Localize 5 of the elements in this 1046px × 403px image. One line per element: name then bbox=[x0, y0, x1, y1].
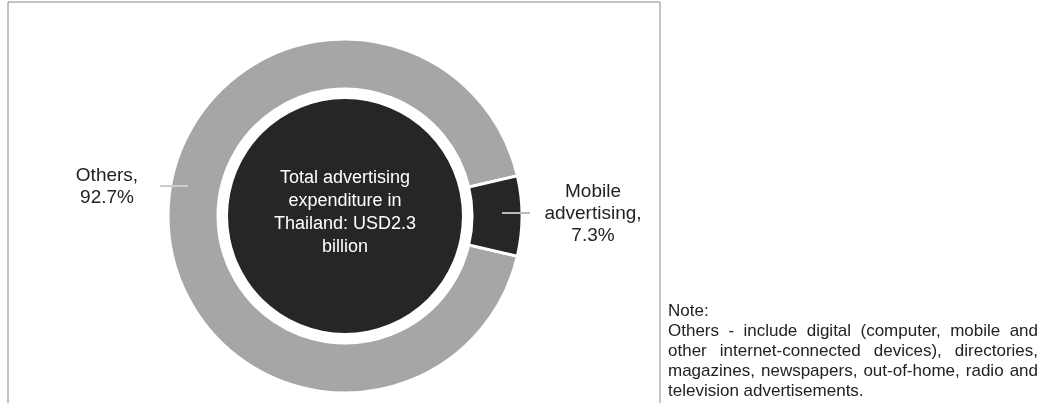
slice-label: Others, 92.7% bbox=[74, 164, 140, 208]
slice-label: Mobile advertising, 7.3% bbox=[543, 180, 643, 246]
text: Note: bbox=[668, 301, 710, 321]
text: Others - include digital (computer, mobile and other internet-connected devices), directories, magazines, newspapers, out-of-home, radio and television advertisements. bbox=[668, 321, 1038, 401]
text: Total advertising expenditure in Thailand: USD2.3 billion bbox=[272, 166, 418, 258]
